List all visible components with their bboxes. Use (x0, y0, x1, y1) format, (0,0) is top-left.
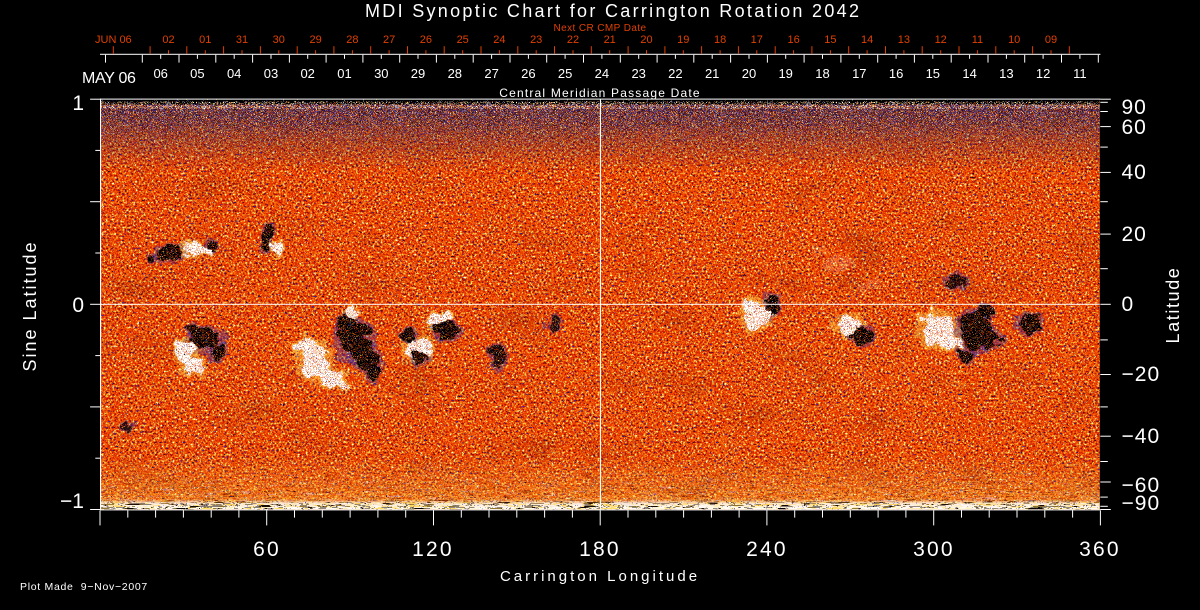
svg-text:21: 21 (604, 34, 616, 46)
svg-text:60: 60 (253, 538, 281, 561)
svg-text:29: 29 (309, 34, 321, 46)
svg-text:06: 06 (153, 66, 167, 81)
svg-text:20: 20 (742, 66, 756, 81)
svg-text:−90: −90 (1122, 492, 1161, 515)
svg-text:19: 19 (778, 66, 792, 81)
svg-text:MDI Synoptic Chart for Carring: MDI Synoptic Chart for Carrington Rotati… (365, 1, 861, 21)
svg-text:180: 180 (579, 538, 621, 561)
svg-text:18: 18 (714, 34, 726, 46)
svg-text:MAY 06: MAY 06 (82, 70, 136, 87)
svg-text:12: 12 (935, 34, 947, 46)
svg-text:14: 14 (962, 66, 976, 81)
svg-text:360: 360 (1079, 538, 1121, 561)
svg-text:15: 15 (926, 66, 940, 81)
svg-text:11: 11 (1073, 66, 1087, 81)
svg-text:11: 11 (972, 34, 983, 46)
svg-text:Central Meridian Passage Date: Central Meridian Passage Date (499, 86, 701, 100)
svg-text:27: 27 (383, 34, 395, 46)
svg-text:−20: −20 (1122, 363, 1161, 386)
svg-text:Plot Made 9−Nov−2007: Plot Made 9−Nov−2007 (20, 581, 148, 593)
svg-text:0: 0 (1122, 293, 1135, 316)
svg-text:05: 05 (190, 66, 204, 81)
svg-text:Carrington Longitude: Carrington Longitude (500, 568, 700, 585)
svg-text:20: 20 (640, 34, 652, 46)
svg-text:20: 20 (1122, 223, 1147, 246)
svg-text:240: 240 (746, 538, 788, 561)
svg-text:Latitude: Latitude (1163, 267, 1183, 344)
svg-text:JUN 06: JUN 06 (95, 34, 132, 46)
svg-text:26: 26 (521, 66, 535, 81)
svg-text:13: 13 (898, 34, 910, 46)
svg-text:300: 300 (913, 538, 955, 561)
svg-text:09: 09 (1045, 34, 1057, 46)
svg-text:−1: −1 (60, 490, 84, 513)
svg-text:16: 16 (889, 66, 903, 81)
svg-text:10: 10 (1008, 34, 1020, 46)
svg-text:23: 23 (530, 34, 542, 46)
svg-text:30: 30 (273, 34, 285, 46)
svg-text:29: 29 (411, 66, 425, 81)
svg-text:13: 13 (999, 66, 1013, 81)
svg-text:01: 01 (337, 66, 351, 81)
svg-text:24: 24 (493, 34, 505, 46)
svg-text:23: 23 (631, 66, 645, 81)
svg-text:15: 15 (824, 34, 836, 46)
svg-text:30: 30 (374, 66, 388, 81)
svg-text:25: 25 (558, 66, 572, 81)
svg-text:02: 02 (300, 66, 314, 81)
svg-text:24: 24 (595, 66, 609, 81)
svg-text:120: 120 (412, 538, 454, 561)
svg-text:04: 04 (227, 66, 241, 81)
svg-text:26: 26 (420, 34, 432, 46)
svg-text:−60: −60 (1122, 474, 1161, 497)
svg-text:02: 02 (162, 34, 174, 46)
svg-text:1: 1 (72, 92, 84, 115)
svg-text:25: 25 (457, 34, 469, 46)
svg-text:22: 22 (567, 34, 579, 46)
svg-text:60: 60 (1122, 116, 1147, 139)
svg-text:27: 27 (484, 66, 498, 81)
svg-text:22: 22 (668, 66, 682, 81)
svg-text:03: 03 (264, 66, 278, 81)
svg-text:16: 16 (787, 34, 799, 46)
svg-text:31: 31 (236, 34, 248, 46)
svg-text:Next CR CMP Date: Next CR CMP Date (554, 23, 647, 34)
svg-text:18: 18 (815, 66, 829, 81)
svg-text:28: 28 (448, 66, 462, 81)
svg-text:−40: −40 (1122, 425, 1161, 448)
svg-text:Sine Latitude: Sine Latitude (20, 240, 40, 371)
svg-text:0: 0 (72, 294, 84, 317)
svg-text:90: 90 (1122, 96, 1147, 119)
svg-text:17: 17 (852, 66, 866, 81)
svg-text:14: 14 (861, 34, 873, 46)
svg-text:01: 01 (199, 34, 211, 46)
svg-text:19: 19 (677, 34, 689, 46)
svg-text:40: 40 (1122, 161, 1147, 184)
svg-text:21: 21 (705, 66, 719, 81)
svg-text:12: 12 (1036, 66, 1050, 81)
svg-text:28: 28 (346, 34, 358, 46)
svg-text:17: 17 (751, 34, 763, 46)
